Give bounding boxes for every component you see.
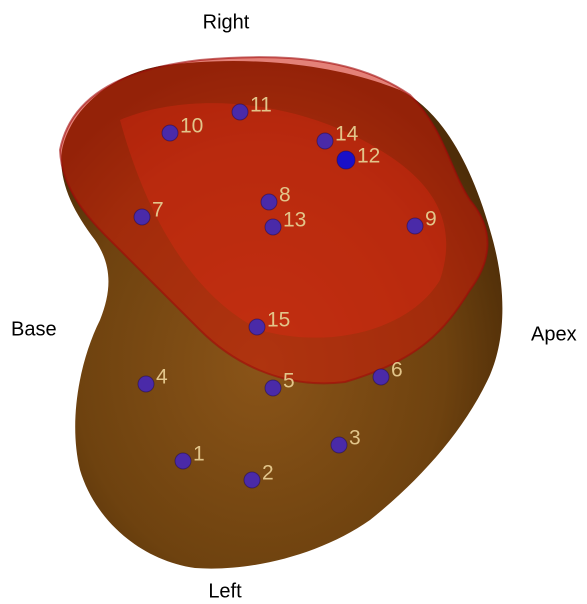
point-label: 11	[250, 94, 272, 117]
marker	[261, 194, 277, 210]
point-label: 2	[262, 462, 274, 485]
marker	[134, 209, 150, 225]
marker	[407, 218, 423, 234]
marker	[337, 151, 355, 169]
marker	[244, 472, 260, 488]
point-label: 3	[349, 427, 361, 450]
orientation-label: Left	[208, 580, 242, 602]
point-label: 13	[283, 209, 306, 232]
marker	[265, 380, 281, 396]
point-label: 5	[283, 370, 295, 393]
heart-view: Right Left Base Apex 1234567891011121314…	[0, 0, 587, 604]
point-label: 4	[156, 366, 168, 389]
orientation-label: Apex	[531, 323, 577, 345]
marker	[265, 219, 281, 235]
marker	[317, 133, 333, 149]
point-label: 8	[279, 184, 291, 207]
marker	[232, 104, 248, 120]
point-label: 10	[180, 115, 203, 138]
point-label: 7	[152, 199, 164, 222]
point-label: 1	[193, 443, 205, 466]
marker	[373, 369, 389, 385]
marker	[249, 319, 265, 335]
marker	[331, 437, 347, 453]
marker	[138, 376, 154, 392]
point-label: 12	[357, 145, 380, 168]
point-label: 15	[267, 309, 290, 332]
point-label: 9	[425, 208, 437, 231]
marker	[162, 125, 178, 141]
orientation-label: Right	[203, 11, 250, 33]
point-label: 6	[391, 359, 403, 382]
orientation-label: Base	[11, 318, 57, 340]
marker	[175, 453, 191, 469]
point-label: 14	[335, 123, 359, 146]
